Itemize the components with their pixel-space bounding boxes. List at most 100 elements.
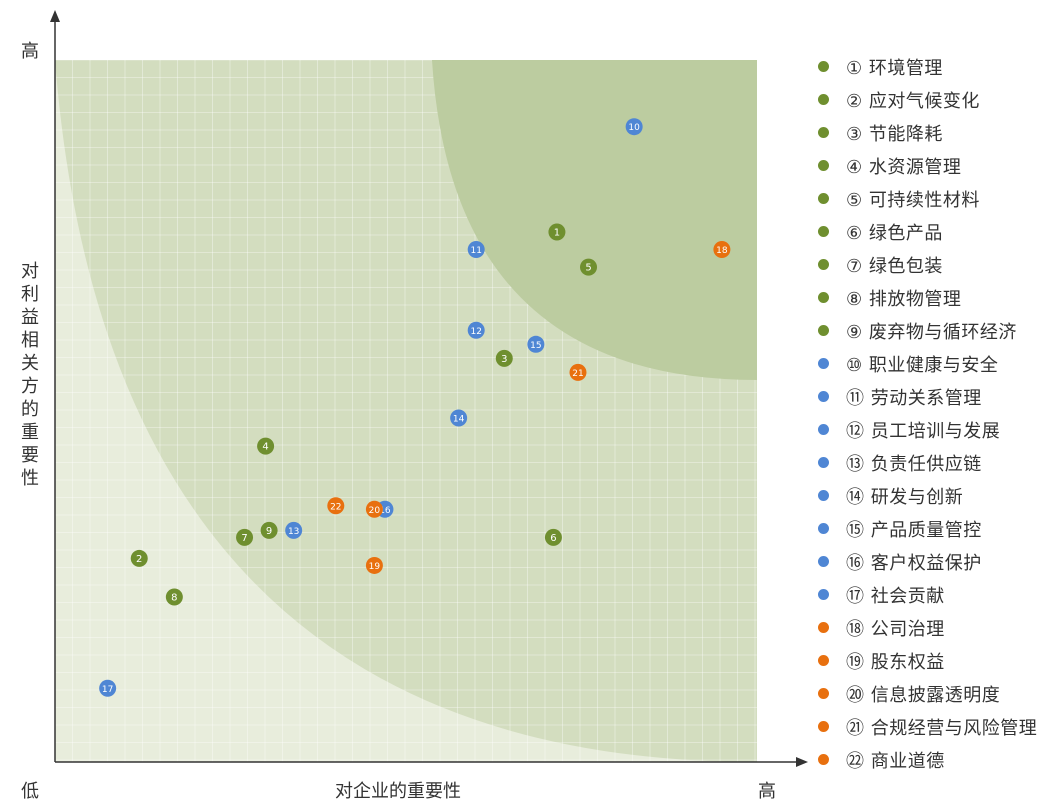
legend-item: ③ 节能降耗 <box>818 116 1061 149</box>
legend-dot-icon <box>818 292 829 303</box>
legend-dot-icon <box>818 754 829 765</box>
data-point-marker <box>285 521 303 539</box>
data-point-label: 4 <box>262 442 268 453</box>
data-point-marker <box>625 118 643 136</box>
data-point-marker <box>236 528 254 546</box>
y-axis-title: 对利益相关方的重要性 <box>21 261 39 489</box>
legend-item: ⑯ 客户权益保护 <box>818 545 1061 578</box>
legend-label: ⑩ 职业健康与安全 <box>846 354 999 376</box>
legend-label: ⑳ 信息披露透明度 <box>846 684 1001 706</box>
data-point-marker <box>130 549 148 567</box>
legend-dot-icon <box>818 259 829 270</box>
legend-label: ⑦ 绿色包装 <box>846 255 943 277</box>
data-point-label: 11 <box>470 246 481 256</box>
data-point-20: 20 <box>365 500 383 518</box>
data-point-22: 22 <box>327 497 345 515</box>
legend-label: ⑥ 绿色产品 <box>846 222 943 244</box>
legend-item: ⑱ 公司治理 <box>818 611 1061 644</box>
data-point-label: 8 <box>171 593 177 604</box>
data-point-label: 17 <box>102 685 113 695</box>
legend-dot-icon <box>818 424 829 435</box>
x-axis-arrow-icon <box>796 757 808 767</box>
legend-dot-icon <box>818 193 829 204</box>
legend-item: ⑫ 员工培训与发展 <box>818 413 1061 446</box>
legend-item: ㉒ 商业道德 <box>818 743 1061 776</box>
data-point-marker <box>450 409 468 427</box>
legend-label: ③ 节能降耗 <box>846 123 943 145</box>
legend-dot-icon <box>818 226 829 237</box>
legend-item: ⑥ 绿色产品 <box>818 215 1061 248</box>
legend-dot-icon <box>818 160 829 171</box>
legend-item: ⑧ 排放物管理 <box>818 281 1061 314</box>
legend-item: ⑳ 信息披露透明度 <box>818 677 1061 710</box>
data-point-marker <box>365 556 383 574</box>
legend-label: ⑮ 产品质量管控 <box>846 519 982 541</box>
data-point-label: 1 <box>554 227 560 238</box>
legend-dot-icon <box>818 391 829 402</box>
legend-item: ⑩ 职业健康与安全 <box>818 347 1061 380</box>
legend-dot-icon <box>818 94 829 105</box>
data-point-marker <box>260 521 278 539</box>
legend-dot-icon <box>818 490 829 501</box>
legend-label: ⑬ 负责任供应链 <box>846 453 982 475</box>
legend-dot-icon <box>818 556 829 567</box>
data-point-label: 2 <box>136 554 142 565</box>
legend-label: ⑪ 劳动关系管理 <box>846 387 982 409</box>
data-point-label: 5 <box>585 263 591 274</box>
legend-label: ⑯ 客户权益保护 <box>846 552 982 574</box>
data-point-14: 14 <box>450 409 468 427</box>
x-axis-low-label: 低 <box>21 781 39 802</box>
legend-item: ⑬ 负责任供应链 <box>818 446 1061 479</box>
data-point-label: 16 <box>379 506 391 516</box>
legend-item: ⑪ 劳动关系管理 <box>818 380 1061 413</box>
data-point-label: 19 <box>369 562 381 572</box>
data-point-6: 6 <box>544 528 562 546</box>
legend-label: ㉑ 合规经营与风险管理 <box>846 717 1038 739</box>
legend-label: ⑭ 研发与创新 <box>846 486 964 508</box>
data-point-9: 9 <box>260 521 278 539</box>
legend-label: ① 环境管理 <box>846 57 943 79</box>
legend-dot-icon <box>818 523 829 534</box>
legend-item: ① 环境管理 <box>818 50 1061 83</box>
legend-label: ⑨ 废弃物与循环经济 <box>846 321 1017 343</box>
data-point-15: 15 <box>527 335 545 353</box>
legend-dot-icon <box>818 127 829 138</box>
data-point-19: 19 <box>365 556 383 574</box>
legend-dot-icon <box>818 688 829 699</box>
data-point-marker <box>548 223 566 241</box>
x-axis-title: 对企业的重要性 <box>335 781 461 802</box>
data-point-17: 17 <box>99 679 117 697</box>
data-point-label: 6 <box>550 533 556 544</box>
data-point-marker <box>327 497 345 515</box>
data-point-marker <box>527 335 545 353</box>
legend-item: ㉑ 合规经营与风险管理 <box>818 710 1061 743</box>
data-point-label: 15 <box>530 341 541 351</box>
data-point-marker <box>713 241 731 259</box>
data-point-2: 2 <box>130 549 148 567</box>
legend-item: ⑭ 研发与创新 <box>818 479 1061 512</box>
legend-item: ⑨ 废弃物与循环经济 <box>818 314 1061 347</box>
legend-dot-icon <box>818 61 829 72</box>
data-point-marker <box>495 349 513 367</box>
legend-item: ④ 水资源管理 <box>818 149 1061 182</box>
x-axis-high-label: 高 <box>758 781 776 802</box>
legend-item: ⑤ 可持续性材料 <box>818 182 1061 215</box>
data-point-label: 21 <box>572 369 583 379</box>
legend-label: ⑲ 股东权益 <box>846 651 945 673</box>
legend-dot-icon <box>818 325 829 336</box>
data-point-marker <box>365 500 383 518</box>
legend-dot-icon <box>818 457 829 468</box>
data-point-label: 10 <box>628 123 640 133</box>
data-point-marker <box>580 258 598 276</box>
legend-dot-icon <box>818 622 829 633</box>
data-point-13: 13 <box>285 521 303 539</box>
legend-label: ⑱ 公司治理 <box>846 618 945 640</box>
data-point-21: 21 <box>569 363 587 381</box>
legend-item: ⑦ 绿色包装 <box>818 248 1061 281</box>
legend-item: ② 应对气候变化 <box>818 83 1061 116</box>
data-point-marker <box>569 363 587 381</box>
data-point-label: 13 <box>288 527 299 537</box>
legend-label: ⑫ 员工培训与发展 <box>846 420 1001 442</box>
